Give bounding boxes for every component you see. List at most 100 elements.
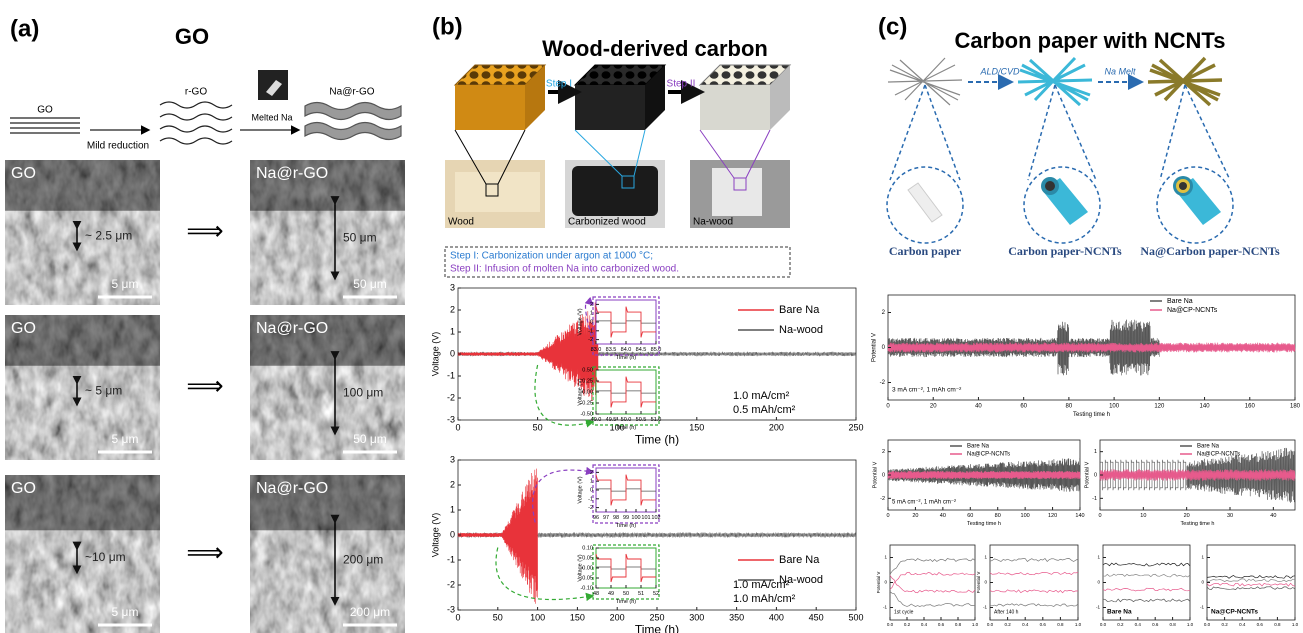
x-tick-label: 0.4 [1135, 622, 1142, 627]
thickness-label: 50 μm [343, 230, 377, 244]
legend-label: Bare Na [1167, 298, 1193, 305]
y-tick-label: -0.10 [580, 585, 593, 591]
y-axis-label: Potential V [1084, 461, 1090, 488]
legend-label: Bare Na [779, 304, 820, 316]
condition: 1.0 mA/cm² [733, 390, 790, 402]
x-axis-label: Time (h) [635, 622, 679, 633]
y-axis-label: Voltage (V) [577, 378, 583, 405]
x-axis-label: Time (h) [616, 599, 636, 605]
x-tick-label: 96 [593, 515, 599, 521]
x-tick-label: 85.0 [651, 347, 662, 353]
x-tick-label: 49.0 [591, 417, 602, 423]
x-tick-label: 60 [1020, 403, 1027, 409]
y-tick-label: 0 [984, 580, 987, 585]
x-tick-label: 51.0 [651, 417, 662, 423]
y-axis-label: Potential V [976, 572, 981, 594]
y-axis-label: Potential V [872, 333, 878, 362]
x-tick-label: 0 [1098, 513, 1101, 519]
x-tick-label: 0.0 [887, 622, 894, 627]
x-tick-label: 100 [1109, 403, 1120, 409]
step-label: Na Melt [1104, 66, 1136, 76]
x-tick-label: 50.5 [636, 417, 647, 423]
y-tick-label: -1 [447, 554, 455, 564]
y-tick-label: 0 [450, 348, 455, 358]
step-label: Step I [546, 79, 572, 90]
x-tick-label: 0 [886, 513, 889, 519]
x-tick-label: 0.4 [921, 622, 928, 627]
x-tick-label: 0.8 [1057, 622, 1064, 627]
x-tick-label: 10 [1140, 513, 1146, 519]
legend-label: Bare Na [779, 554, 820, 566]
condition: 1.0 mA/cm² [733, 579, 790, 591]
step-label: Step II [667, 79, 696, 90]
x-tick-label: 200 [610, 613, 625, 623]
y-tick-label: -1 [1096, 605, 1100, 610]
y-tick-label: 0 [882, 345, 886, 351]
y-tick-label: -2 [880, 496, 885, 502]
y-tick-label: 0 [884, 580, 887, 585]
sem-tag: Na@r-GO [256, 165, 328, 182]
y-axis-label: Voltage (V) [430, 332, 440, 377]
panel-title: Carbon paper with NCNTs [955, 28, 1226, 53]
y-tick-label: 3 [450, 454, 455, 464]
x-tick-label: 0.6 [1152, 622, 1159, 627]
x-tick-label: 50 [533, 423, 543, 433]
stage-label: Na@r-GO [329, 87, 374, 98]
x-axis-label: Testing time h [1181, 521, 1215, 527]
y-tick-label: 2 [450, 479, 455, 489]
y-tick-label: 0.10 [582, 545, 593, 551]
legend-label: Bare Na [967, 444, 990, 450]
y-tick-label: 0 [590, 319, 593, 325]
x-tick-label: 40 [975, 403, 982, 409]
y-tick-label: -1 [447, 370, 455, 380]
x-tick-label: 160 [1245, 403, 1256, 409]
x-tick-label: 50.0 [621, 417, 632, 423]
x-tick-label: 0.6 [938, 622, 945, 627]
y-tick-label: 0 [1201, 580, 1204, 585]
y-tick-label: -1 [588, 496, 593, 502]
sample-label: Na@Carbon paper-NCNTs [1140, 244, 1280, 258]
x-tick-label: 49 [608, 591, 614, 597]
y-tick-label: -3 [447, 414, 455, 424]
scale-label: 200 μm [350, 605, 390, 619]
y-tick-label: -2 [447, 579, 455, 589]
legend-label: Na-wood [779, 324, 823, 336]
x-tick-label: 20 [912, 513, 918, 519]
x-tick-label: 52 [653, 591, 659, 597]
x-tick-label: 101 [641, 515, 650, 521]
step-label: ALD/CVD [979, 66, 1020, 76]
x-tick-label: 0.0 [1204, 622, 1211, 627]
y-tick-label: 1 [1094, 449, 1097, 455]
row-arrow: ⟹ [186, 370, 223, 400]
x-tick-label: 97 [603, 515, 609, 521]
y-tick-label: 1 [590, 311, 593, 317]
y-tick-label: 2 [882, 449, 885, 455]
sem-tag: Na@r-GO [256, 320, 328, 337]
y-tick-label: 0 [590, 487, 593, 493]
y-tick-label: 1 [1097, 555, 1100, 560]
x-tick-label: 20 [1184, 513, 1190, 519]
y-tick-label: 3 [450, 282, 455, 292]
x-tick-label: 0.6 [1257, 622, 1264, 627]
x-tick-label: 120 [1154, 403, 1165, 409]
x-tick-label: 51 [638, 591, 644, 597]
x-tick-label: 20 [930, 403, 937, 409]
x-tick-label: 120 [1048, 513, 1057, 519]
x-tick-label: 350 [729, 613, 744, 623]
row-arrow: ⟹ [186, 215, 223, 245]
x-tick-label: 0.0 [987, 622, 994, 627]
x-tick-label: 99 [623, 515, 629, 521]
x-tick-label: 150 [570, 613, 585, 623]
y-tick-label: -1 [588, 328, 593, 334]
legend-label: Na@CP-NCNTs [967, 452, 1010, 458]
x-tick-label: 84.0 [621, 347, 632, 353]
sem-tag: GO [11, 165, 36, 182]
x-tick-label: 0.2 [1221, 622, 1228, 627]
x-axis-label: Testing time h [967, 521, 1001, 527]
x-tick-label: 400 [769, 613, 784, 623]
x-tick-label: 500 [848, 613, 863, 623]
